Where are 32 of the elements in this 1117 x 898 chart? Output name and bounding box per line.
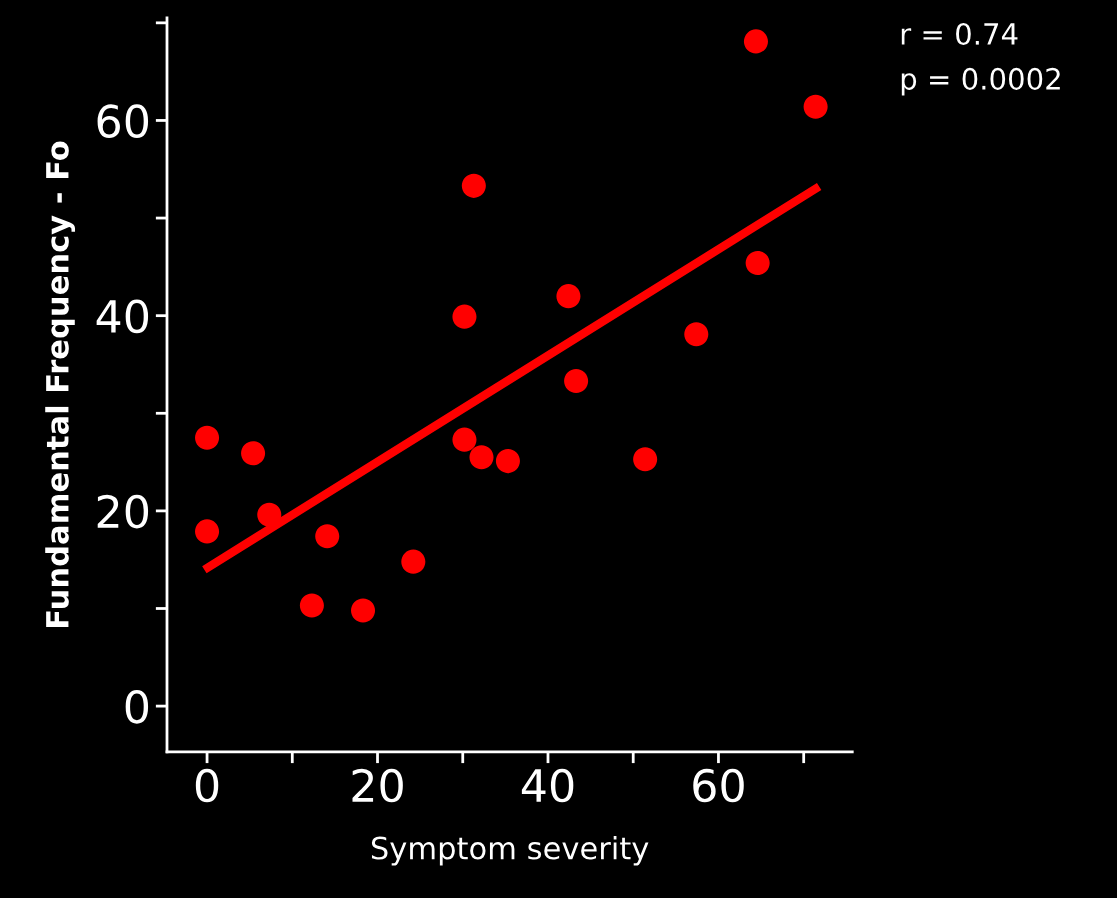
x-tick-label: 20 [352,768,403,803]
point [633,447,658,472]
x-tick-label: 60 [693,768,744,803]
point [684,322,709,347]
point [195,425,220,450]
point [452,427,477,452]
point [564,369,589,394]
text: r = 0.74 [901,22,1018,46]
point [556,284,581,309]
point [469,445,494,470]
point [351,598,376,623]
point [257,502,282,527]
x-axis-title: Symptom severity [371,835,649,866]
point [401,549,426,574]
point [745,250,770,275]
point [299,593,324,618]
point [315,524,340,549]
y-tick-label: 20 [97,494,149,529]
x-tick-label: 40 [521,768,574,803]
y-tick-label: 40 [96,299,149,334]
point [803,94,828,119]
point [452,304,477,329]
y-axis-title: Fundamental Frequency - Fo [45,141,76,627]
point [461,173,486,198]
point [495,449,520,474]
x-tick-label: 0 [195,768,219,803]
point [195,519,220,544]
point [241,441,266,466]
point [743,29,768,54]
y-tick-label: 60 [97,104,149,138]
text: p = 0.0002 [901,67,1060,96]
y-tick-label: 0 [125,690,149,724]
